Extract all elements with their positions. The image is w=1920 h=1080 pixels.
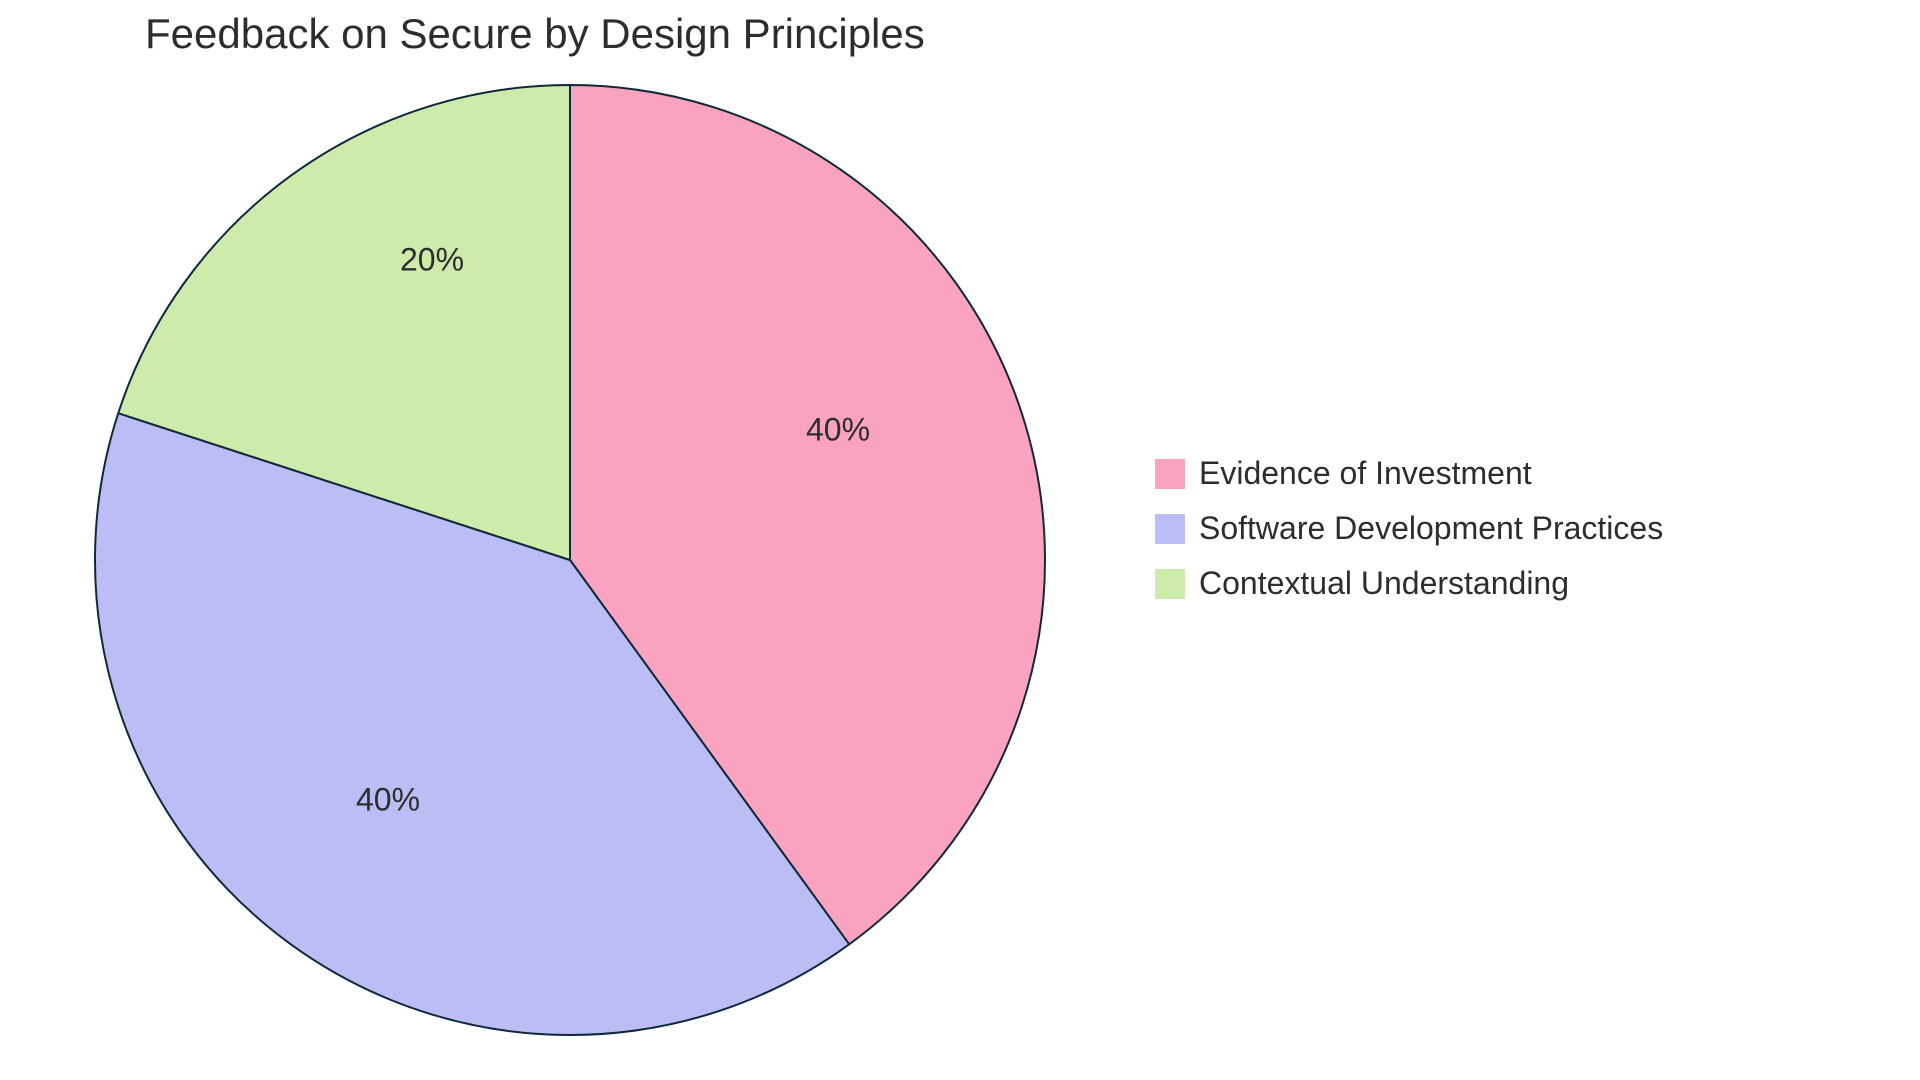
pie-area [91, 81, 1049, 1039]
legend: Evidence of Investment Software Developme… [1155, 455, 1663, 602]
chart-title: Feedback on Secure by Design Principles [145, 10, 925, 58]
slice-pct-label: 40% [806, 412, 870, 449]
legend-swatch [1155, 459, 1185, 489]
legend-swatch [1155, 514, 1185, 544]
slice-pct-label: 20% [400, 242, 464, 279]
pie-chart: Feedback on Secure by Design Principles … [0, 0, 1920, 1080]
legend-item: Contextual Understanding [1155, 565, 1663, 602]
legend-item: Evidence of Investment [1155, 455, 1663, 492]
legend-swatch [1155, 569, 1185, 599]
legend-label: Software Development Practices [1199, 510, 1663, 547]
legend-item: Software Development Practices [1155, 510, 1663, 547]
legend-label: Evidence of Investment [1199, 455, 1532, 492]
pie-svg [91, 81, 1049, 1039]
legend-label: Contextual Understanding [1199, 565, 1569, 602]
slice-pct-label: 40% [356, 782, 420, 819]
